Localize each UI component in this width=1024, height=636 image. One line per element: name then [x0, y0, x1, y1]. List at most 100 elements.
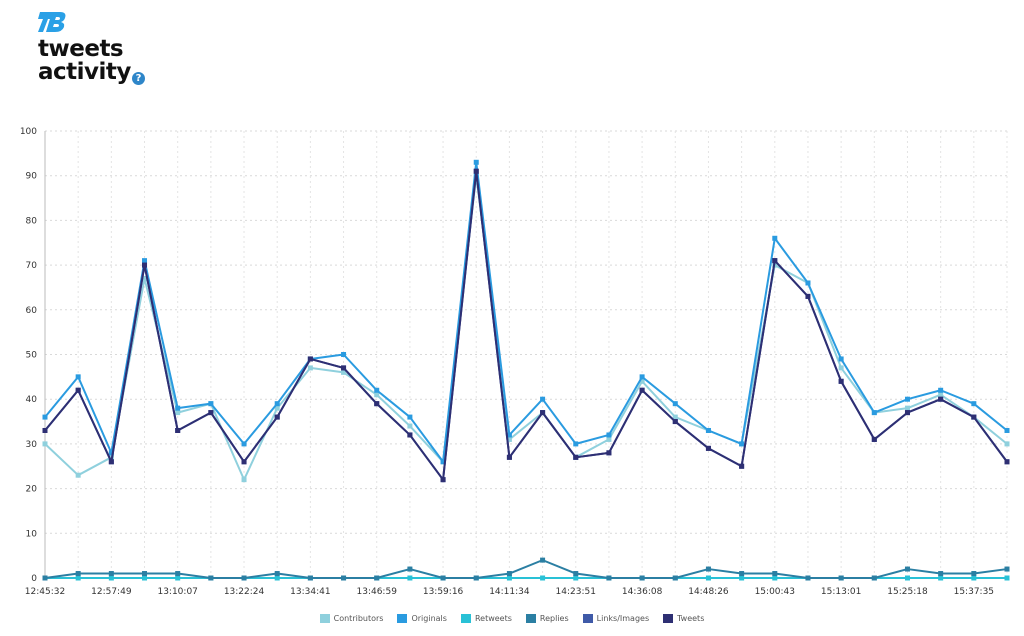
data-point[interactable]: [1004, 441, 1010, 447]
data-point[interactable]: [606, 450, 612, 456]
data-point[interactable]: [772, 575, 778, 581]
data-point[interactable]: [142, 575, 148, 581]
data-point[interactable]: [75, 472, 81, 478]
legend-item[interactable]: Originals: [397, 611, 447, 625]
data-point[interactable]: [407, 566, 413, 572]
data-point[interactable]: [175, 410, 181, 416]
data-point[interactable]: [506, 436, 512, 442]
data-point[interactable]: [838, 365, 844, 371]
data-point[interactable]: [772, 258, 778, 264]
data-point[interactable]: [573, 454, 579, 460]
data-point[interactable]: [904, 566, 910, 572]
data-point[interactable]: [42, 427, 48, 433]
legend-item[interactable]: Replies: [525, 611, 569, 625]
data-point[interactable]: [971, 401, 977, 407]
data-point[interactable]: [573, 575, 579, 581]
data-point[interactable]: [805, 575, 811, 581]
data-point[interactable]: [506, 571, 512, 577]
data-point[interactable]: [1004, 427, 1010, 433]
data-point[interactable]: [938, 392, 944, 398]
data-point[interactable]: [108, 571, 114, 577]
data-point[interactable]: [739, 441, 745, 447]
data-point[interactable]: [838, 575, 844, 581]
data-point[interactable]: [606, 436, 612, 442]
data-point[interactable]: [241, 459, 247, 465]
data-point[interactable]: [75, 575, 81, 581]
data-point[interactable]: [739, 571, 745, 577]
data-point[interactable]: [108, 450, 114, 456]
data-point[interactable]: [871, 410, 877, 416]
legend-item[interactable]: Contributors: [319, 611, 383, 625]
data-point[interactable]: [705, 566, 711, 572]
data-point[interactable]: [938, 571, 944, 577]
data-point[interactable]: [473, 575, 479, 581]
data-point[interactable]: [108, 459, 114, 465]
data-point[interactable]: [672, 575, 678, 581]
data-point[interactable]: [639, 387, 645, 393]
data-point[interactable]: [440, 575, 446, 581]
data-point[interactable]: [440, 477, 446, 483]
data-point[interactable]: [241, 477, 247, 483]
data-point[interactable]: [1004, 459, 1010, 465]
data-point[interactable]: [407, 423, 413, 429]
data-point[interactable]: [573, 571, 579, 577]
data-point[interactable]: [540, 575, 546, 581]
data-point[interactable]: [639, 378, 645, 384]
data-point[interactable]: [274, 405, 280, 411]
data-point[interactable]: [739, 463, 745, 469]
data-point[interactable]: [938, 396, 944, 402]
data-point[interactable]: [473, 159, 479, 165]
data-point[interactable]: [440, 459, 446, 465]
data-point[interactable]: [739, 575, 745, 581]
data-point[interactable]: [75, 387, 81, 393]
data-point[interactable]: [904, 396, 910, 402]
data-point[interactable]: [175, 405, 181, 411]
data-point[interactable]: [971, 414, 977, 420]
data-point[interactable]: [1004, 566, 1010, 572]
data-point[interactable]: [639, 374, 645, 380]
data-point[interactable]: [407, 414, 413, 420]
data-point[interactable]: [307, 356, 313, 362]
data-point[interactable]: [374, 387, 380, 393]
data-point[interactable]: [705, 445, 711, 451]
data-point[interactable]: [341, 365, 347, 371]
data-point[interactable]: [506, 454, 512, 460]
data-point[interactable]: [805, 293, 811, 299]
data-point[interactable]: [971, 571, 977, 577]
data-point[interactable]: [772, 571, 778, 577]
data-point[interactable]: [805, 280, 811, 286]
data-point[interactable]: [42, 441, 48, 447]
data-point[interactable]: [904, 410, 910, 416]
data-point[interactable]: [838, 356, 844, 362]
data-point[interactable]: [142, 276, 148, 282]
data-point[interactable]: [175, 575, 181, 581]
data-point[interactable]: [374, 392, 380, 398]
data-point[interactable]: [938, 387, 944, 393]
data-point[interactable]: [407, 432, 413, 438]
data-point[interactable]: [473, 168, 479, 174]
data-point[interactable]: [274, 575, 280, 581]
data-point[interactable]: [904, 405, 910, 411]
data-point[interactable]: [904, 575, 910, 581]
data-point[interactable]: [208, 575, 214, 581]
data-point[interactable]: [938, 575, 944, 581]
legend-item[interactable]: Retweets: [460, 611, 512, 625]
data-point[interactable]: [274, 414, 280, 420]
data-point[interactable]: [540, 396, 546, 402]
data-point[interactable]: [175, 427, 181, 433]
data-point[interactable]: [274, 401, 280, 407]
data-point[interactable]: [75, 571, 81, 577]
data-point[interactable]: [871, 436, 877, 442]
data-point[interactable]: [772, 235, 778, 241]
data-point[interactable]: [506, 575, 512, 581]
data-point[interactable]: [142, 258, 148, 264]
data-point[interactable]: [1004, 575, 1010, 581]
data-point[interactable]: [42, 575, 48, 581]
data-point[interactable]: [540, 557, 546, 563]
help-icon[interactable]: ?: [132, 72, 145, 85]
data-point[interactable]: [274, 571, 280, 577]
data-point[interactable]: [208, 401, 214, 407]
data-point[interactable]: [838, 378, 844, 384]
data-point[interactable]: [540, 410, 546, 416]
data-point[interactable]: [971, 575, 977, 581]
